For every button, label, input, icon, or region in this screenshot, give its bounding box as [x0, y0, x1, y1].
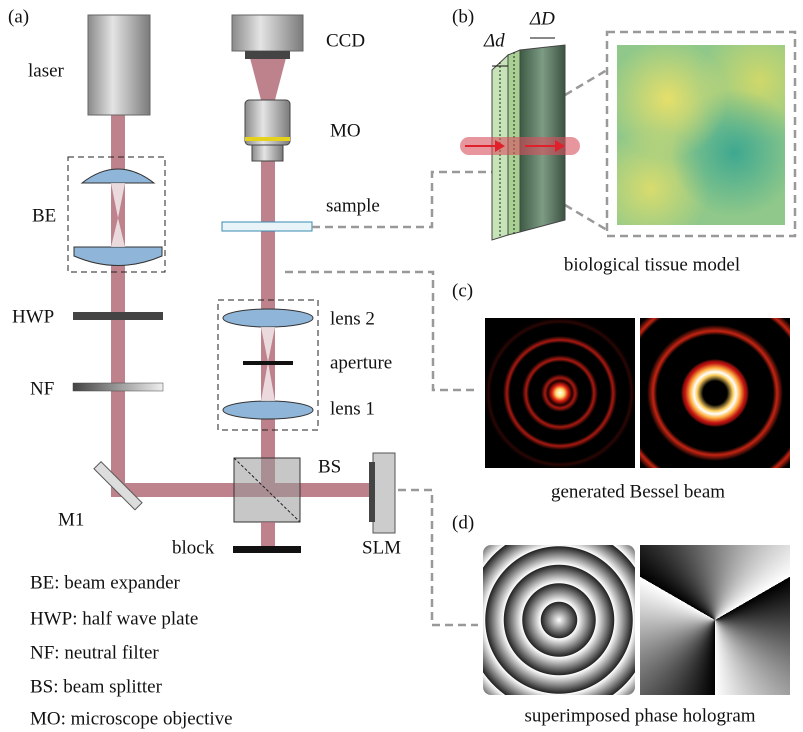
legend-item: MO: microscope objective	[30, 708, 233, 729]
tissue-image	[617, 45, 785, 225]
caption: generated Bessel beam	[551, 481, 725, 502]
laser	[88, 15, 150, 115]
hologram-vortex	[640, 545, 790, 695]
label: CCD	[326, 30, 365, 51]
label: block	[172, 537, 215, 558]
label: laser	[28, 60, 65, 81]
lens	[82, 169, 154, 183]
panel-label: (a)	[8, 6, 29, 27]
nf	[73, 383, 163, 391]
ccd	[232, 15, 303, 51]
legend-item: BS: beam splitter	[30, 676, 163, 697]
beams	[261, 522, 275, 546]
hologram-rings	[483, 545, 635, 695]
sample	[222, 222, 312, 231]
label: NF	[30, 378, 54, 399]
label: M1	[58, 509, 84, 530]
label: HWP	[12, 306, 54, 327]
label: lens 1	[330, 398, 375, 419]
page: {"panel_labels":["(a)","(b)","(c)","(d)"…	[0, 0, 803, 732]
lens	[223, 401, 313, 419]
label: lens 2	[330, 308, 375, 329]
bessel-beam-0	[485, 318, 635, 468]
label: Δd	[483, 30, 505, 51]
block	[233, 546, 301, 553]
tissue-slab	[460, 38, 580, 240]
aperture	[243, 361, 293, 365]
panel-label: (c)	[452, 280, 473, 301]
label: aperture	[330, 352, 392, 373]
lens	[223, 309, 313, 327]
label: BE	[32, 205, 56, 226]
hwp	[73, 312, 163, 320]
label: SLM	[362, 537, 401, 558]
label: MO	[330, 120, 361, 141]
lens	[74, 247, 162, 266]
label: sample	[326, 195, 380, 216]
slm-panel	[369, 462, 375, 522]
bessel-beam-1	[640, 318, 790, 468]
legend-item: HWP: half wave plate	[30, 608, 198, 629]
ccd-mount	[245, 51, 290, 59]
caption: superimposed phase hologram	[524, 705, 755, 726]
objective-band	[245, 137, 290, 141]
figure: (a) (b) (c) (d) laser CCD MO BE sample H…	[0, 0, 803, 732]
panel-label: (d)	[452, 512, 474, 533]
label: BS	[318, 456, 341, 477]
slm	[373, 453, 395, 533]
label: ΔD	[529, 8, 555, 29]
panel-label: (b)	[452, 6, 474, 27]
legend-item: BE: beam expander	[30, 572, 181, 593]
caption: biological tissue model	[564, 254, 740, 275]
objective-tip	[252, 145, 283, 161]
legend-item: NF: neutral filter	[30, 642, 159, 663]
